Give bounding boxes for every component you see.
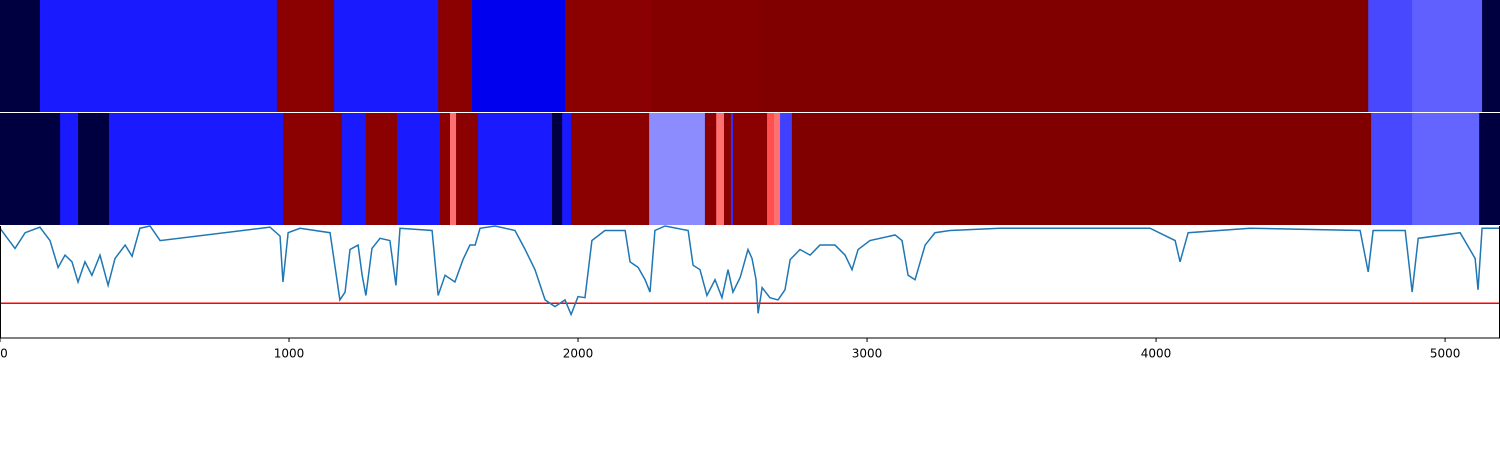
segment [276,0,335,112]
segment [1412,113,1480,225]
segment [1482,0,1500,112]
segment [1368,0,1413,112]
segment [649,113,706,225]
segment [0,113,61,225]
segment [0,0,41,112]
segment [365,113,398,225]
segment [716,113,725,225]
segment [773,113,781,225]
segment [450,113,457,225]
segment [791,113,1372,225]
x-tick-label: 4000 [1141,347,1172,361]
segment [1371,113,1413,225]
segment [552,113,563,225]
segment [562,113,572,225]
segment [397,113,441,225]
segment [438,0,473,112]
segment [723,113,732,225]
segment [1412,0,1483,112]
segment [730,113,734,225]
segment [571,113,650,225]
segment [60,113,79,225]
segment [732,113,768,225]
segment [456,113,479,225]
segment [334,0,439,112]
segment [471,0,566,112]
segment [762,0,1369,112]
segment [652,0,763,112]
segment [108,113,284,225]
segment [780,113,793,225]
segment [78,113,110,225]
x-tick-label: 5000 [1430,347,1461,361]
segment [341,113,367,225]
segment [1479,113,1500,225]
x-tick-label: 2000 [563,347,594,361]
segment [478,113,553,225]
segment [565,0,653,112]
line-series [0,225,1500,317]
x-tick-label: 3000 [852,347,883,361]
segment [39,0,278,112]
x-tick-label: 1000 [274,347,305,361]
x-tick-label: 0 [0,347,8,361]
segment [704,113,717,225]
segment [767,113,775,225]
segment [282,113,343,225]
segment [439,113,451,225]
